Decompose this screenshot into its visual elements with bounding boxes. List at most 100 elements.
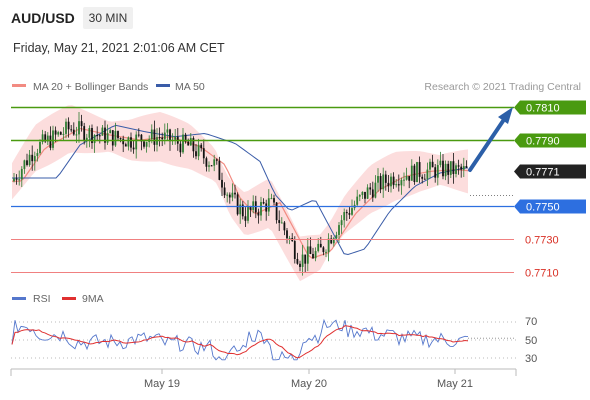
candle-body bbox=[202, 148, 205, 159]
candle-body bbox=[54, 130, 57, 135]
credit-text: Research © 2021 Trading Central bbox=[424, 81, 581, 93]
candle-body bbox=[26, 160, 28, 165]
candle-body bbox=[288, 237, 291, 239]
candle-body bbox=[96, 135, 99, 137]
candle-body bbox=[124, 144, 127, 147]
ma50-legend-label: MA 50 bbox=[175, 81, 205, 93]
candle-body bbox=[395, 184, 398, 186]
candle-body bbox=[429, 161, 431, 170]
candle-body bbox=[299, 263, 301, 267]
candle-body bbox=[39, 142, 41, 154]
candle-body bbox=[384, 174, 387, 183]
rsi-legend-label: RSI bbox=[33, 293, 51, 305]
candle-body bbox=[343, 212, 346, 221]
candle-body bbox=[304, 254, 307, 264]
candle-body bbox=[101, 127, 104, 136]
bollinger-band bbox=[12, 105, 468, 282]
candle-body bbox=[332, 238, 335, 244]
candle-body bbox=[348, 213, 351, 215]
candle-body bbox=[205, 158, 208, 167]
candle-body bbox=[197, 144, 200, 157]
candle-body bbox=[413, 165, 416, 182]
candle-body bbox=[379, 176, 382, 190]
candle-body bbox=[364, 191, 366, 199]
candle-body bbox=[93, 135, 96, 144]
ma20-line bbox=[12, 127, 469, 259]
candle-body bbox=[163, 132, 166, 140]
timestamp: Friday, May 21, 2021 2:01:06 AM CET bbox=[13, 41, 225, 55]
rsi-lines bbox=[11, 318, 514, 361]
ma9-line bbox=[11, 325, 469, 359]
candle-body bbox=[192, 138, 195, 152]
candle-body bbox=[371, 189, 374, 198]
candle-body bbox=[345, 212, 348, 214]
candle-body bbox=[215, 159, 218, 161]
candle-body bbox=[31, 154, 34, 162]
candle-body bbox=[187, 141, 190, 146]
candle-body bbox=[423, 178, 426, 180]
candle-body bbox=[18, 179, 21, 181]
candle-body bbox=[296, 258, 299, 264]
forecast-arrow bbox=[468, 107, 513, 172]
symbol-title: AUD/USD bbox=[11, 10, 75, 26]
candle-body bbox=[23, 160, 26, 169]
level-label-0.7750: 0.7750 bbox=[526, 202, 560, 214]
rsi-tick-30: 30 bbox=[525, 353, 537, 365]
candle-body bbox=[265, 203, 268, 212]
level-tag-0.7750 bbox=[514, 199, 586, 214]
ma20-legend-swatch bbox=[12, 84, 26, 87]
candle-body bbox=[356, 196, 359, 205]
candle-body bbox=[234, 192, 236, 195]
candle-body bbox=[208, 165, 210, 167]
candle-body bbox=[408, 176, 411, 181]
candle-body bbox=[462, 166, 465, 170]
candle-body bbox=[80, 121, 83, 127]
arrow-shaft bbox=[468, 119, 505, 172]
candle-body bbox=[145, 142, 148, 147]
ma9-legend-label: 9MA bbox=[82, 293, 104, 305]
ma9-legend-swatch bbox=[62, 297, 76, 300]
candle-body bbox=[228, 194, 231, 198]
candle-body bbox=[223, 187, 226, 196]
candle-body bbox=[405, 176, 408, 180]
candle-body bbox=[309, 246, 312, 254]
candle-body bbox=[226, 194, 229, 196]
candle-body bbox=[410, 165, 413, 181]
candle-body bbox=[236, 194, 239, 215]
candle-body bbox=[153, 129, 156, 145]
candle-body bbox=[403, 179, 405, 181]
candle-body bbox=[49, 135, 52, 148]
level-label-0.7730: 0.7730 bbox=[525, 235, 559, 247]
candle-body bbox=[13, 178, 15, 182]
candle-body bbox=[252, 201, 255, 210]
candle-body bbox=[247, 207, 249, 221]
candle-body bbox=[75, 134, 78, 136]
candle-body bbox=[52, 130, 54, 148]
candle-body bbox=[57, 132, 60, 135]
candle-body bbox=[15, 178, 18, 180]
candle-body bbox=[369, 187, 372, 190]
candle-body bbox=[33, 156, 36, 162]
candle-body bbox=[444, 163, 447, 177]
candle-body bbox=[377, 176, 379, 183]
candle-body bbox=[267, 198, 270, 212]
candle-body bbox=[278, 220, 281, 223]
candle-body bbox=[400, 180, 403, 186]
candle-body bbox=[231, 192, 234, 198]
candle-body bbox=[327, 238, 330, 252]
level-tag-0.7771 bbox=[514, 164, 586, 179]
candle-body bbox=[195, 151, 197, 157]
candle-body bbox=[270, 198, 273, 200]
level-label-0.7790: 0.7790 bbox=[526, 136, 560, 148]
candle-body bbox=[286, 230, 288, 239]
ma20-legend-label: MA 20 + Bollinger Bands bbox=[33, 81, 148, 93]
level-label-0.7771: 0.7771 bbox=[526, 167, 560, 179]
candle-body bbox=[460, 166, 463, 170]
timeframe-badge[interactable]: 30 MIN bbox=[83, 7, 133, 29]
candle-body bbox=[241, 204, 244, 217]
level-tag-0.7810 bbox=[514, 100, 586, 115]
candle-body bbox=[366, 187, 369, 199]
candle-body bbox=[127, 137, 130, 147]
